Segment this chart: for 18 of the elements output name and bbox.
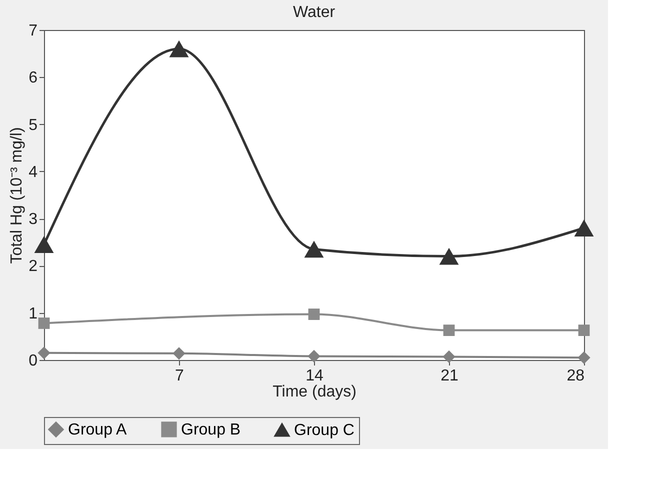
y-tick-label: 4 — [28, 164, 38, 181]
x-tick-label: 28 — [566, 368, 585, 384]
legend-label: Group C — [294, 422, 354, 439]
y-tick-label: 3 — [28, 211, 38, 228]
y-tick-label: 7 — [28, 22, 38, 40]
x-tick-label: 14 — [306, 368, 324, 384]
x-axis-title: Time (days) — [272, 384, 356, 400]
y-tick-label: 6 — [28, 70, 38, 87]
y-tick-label: 0 — [28, 352, 38, 370]
y-tick-label: 5 — [28, 116, 38, 134]
chart-title: Water — [292, 4, 336, 21]
legend-label: Group B — [181, 421, 241, 438]
legend-label: Group A — [68, 421, 128, 438]
x-tick-label: 7 — [175, 368, 184, 384]
y-tick-label: 2 — [28, 258, 38, 276]
y-axis-title: Total Hg (10⁻³ mg/l) — [8, 127, 26, 264]
x-tick-label: 21 — [440, 368, 458, 384]
y-tick-label: 1 — [28, 305, 38, 322]
